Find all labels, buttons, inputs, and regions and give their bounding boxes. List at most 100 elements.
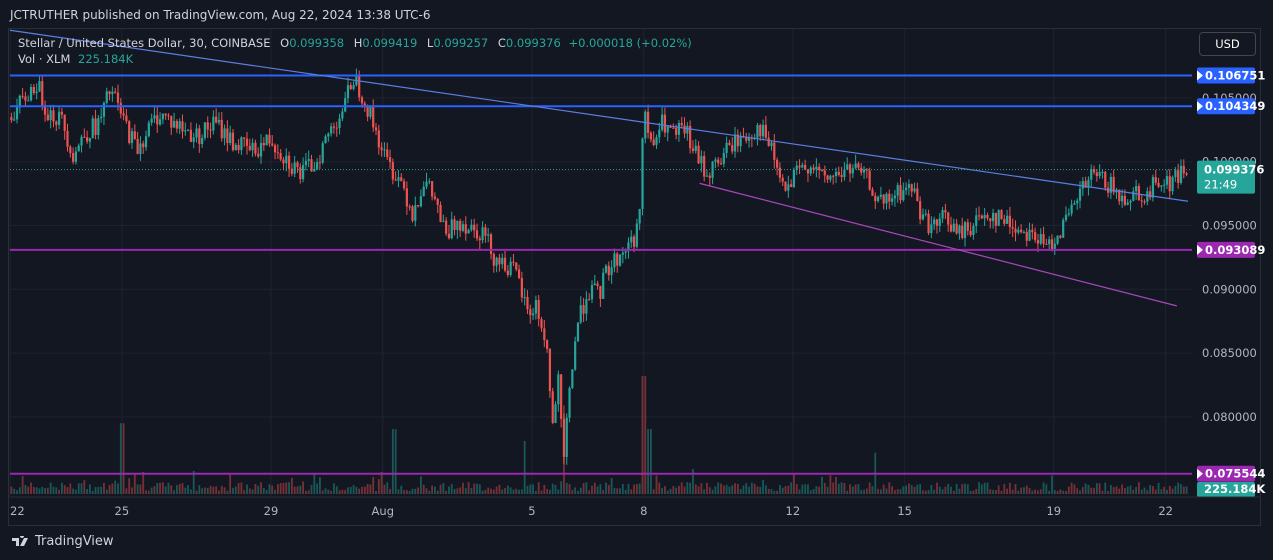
candle-body [310,159,313,172]
current-price-label: 0.099376 [1204,163,1264,177]
volume-bar [153,486,156,494]
candle-body [568,387,571,418]
volume-bar [206,487,209,494]
volume-bar [434,486,436,494]
volume-label[interactable]: Vol · XLM [18,52,71,66]
candle-body [1005,215,1009,224]
candle-body [234,144,237,151]
candle-body [394,179,397,181]
volume-bar [27,486,30,494]
volume-bar [793,473,795,494]
candle-body [860,167,863,173]
candle-body [470,224,473,230]
volume-bar [1109,485,1112,494]
candle-body [402,181,406,189]
candle-body [144,136,148,148]
volume-bar [347,487,349,494]
candle-body [327,133,330,137]
candle-body [972,225,975,235]
volume-bar [966,484,969,494]
candle-body [259,142,263,157]
date-tick-label: 25 [115,504,130,518]
candle-body [217,119,221,123]
volume-bar [868,482,871,494]
volume-bar [978,482,980,494]
volume-bar [89,484,91,494]
candle-body [593,283,596,286]
volume-bar [745,483,748,494]
volume-bar [119,423,122,494]
volume-bar [739,488,742,494]
volume-bar [377,479,380,494]
candle-body [1034,232,1037,241]
candle-body [1171,177,1174,192]
candle-body [172,121,176,128]
candle-body [896,185,899,196]
volume-bar [1149,484,1152,494]
candle-body [209,129,212,131]
candle-body [795,165,798,170]
volume-bar [383,484,386,494]
volume-bar [879,489,882,494]
volume-bar [669,488,672,494]
candle-body [456,220,459,231]
candle-body [840,174,843,178]
candle-body [153,115,156,119]
candle-body [1163,184,1166,186]
candle-body [927,213,930,234]
volume-bar [635,483,638,494]
volume-bar [436,490,439,494]
volume-bar [736,483,739,494]
volume-bar [1104,482,1107,494]
candle-body [285,155,288,164]
volume-bar [1023,487,1025,494]
volume-bar [708,487,711,494]
symbol-name[interactable]: Stellar / United States Dollar, 30, COIN… [18,36,271,50]
volume-bar [922,490,924,494]
candle-body [1146,191,1149,202]
volume-bar [91,490,94,494]
candle-body [579,305,582,323]
price-level-badge [1197,241,1255,258]
volume-bar [276,484,279,494]
candle-body [24,96,27,101]
volume-bar [1157,482,1160,494]
volume-bar [408,490,411,494]
candle-body [27,100,30,102]
open-key: O [280,36,290,50]
volume-bar [577,490,579,494]
volume-bar [832,482,835,494]
candle-body [554,404,557,423]
candle-body [529,309,532,316]
volume-bar [492,489,495,494]
candle-body [307,159,310,161]
candle-body [156,115,159,125]
volume-bar [178,483,181,494]
candle-body [316,162,319,170]
volume-bar [692,469,694,494]
volume-bar [265,489,268,494]
volume-bar [675,487,678,494]
currency-button[interactable]: USD [1199,32,1256,56]
volume-bar [450,484,453,494]
candle-body [520,278,523,298]
candle-body [41,81,44,106]
candle-body [254,142,257,154]
volume-bar [759,486,762,494]
candle-body [868,170,871,190]
candle-body [1112,176,1115,193]
price-level-badge [1197,465,1255,482]
candle-body [220,119,223,139]
volume-bar [271,485,274,494]
candle-body [1036,240,1040,244]
candle-body [975,215,978,226]
candle-body [966,222,969,231]
volume-bar [857,484,860,494]
candle-body [874,195,877,202]
candle-body [1149,191,1152,198]
candle-body [268,134,271,144]
candle-body [638,208,641,224]
volume-bar [633,484,635,494]
volume-bar [232,487,234,494]
